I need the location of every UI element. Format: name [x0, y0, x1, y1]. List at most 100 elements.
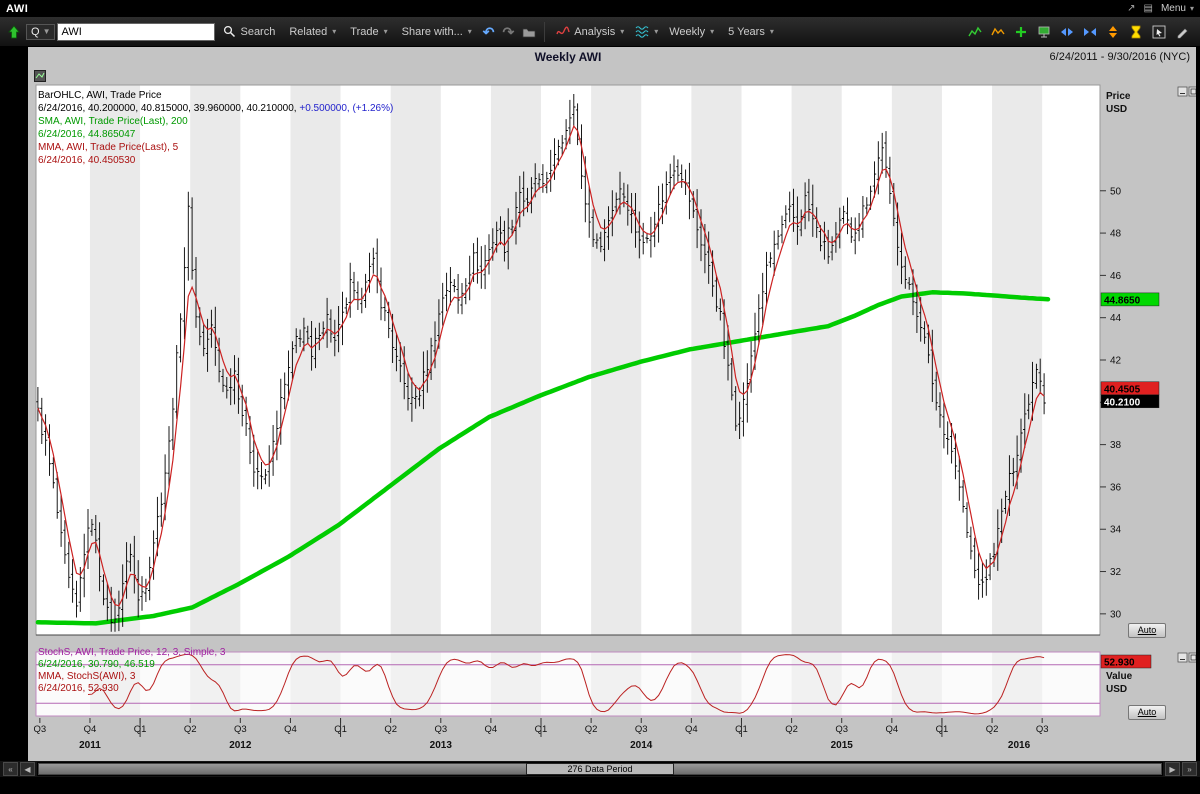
- expand-horizontal-button[interactable]: [1057, 23, 1077, 41]
- redo-button[interactable]: ↷: [500, 24, 518, 40]
- svg-text:2016: 2016: [1008, 740, 1031, 751]
- svg-text:36: 36: [1110, 482, 1122, 493]
- titlebar: AWI ↗ ▤ Menu ▾: [0, 0, 1200, 17]
- period-label: Weekly: [669, 25, 706, 38]
- window-title: AWI: [6, 2, 29, 15]
- cursor-mode-button[interactable]: [1149, 23, 1169, 41]
- svg-text:Q4: Q4: [485, 724, 498, 735]
- hourglass-button[interactable]: [1126, 23, 1146, 41]
- hourglass-icon: [1131, 25, 1141, 38]
- compress-horizontal-icon: [1084, 27, 1096, 36]
- symbol-input[interactable]: [57, 22, 216, 41]
- pattern-chart-button[interactable]: [988, 23, 1008, 41]
- waves-dropdown[interactable]: ▾: [632, 23, 661, 41]
- legend-line-mma-value: 6/24/2016, 40.450530: [38, 155, 136, 166]
- search-button[interactable]: Search: [217, 23, 281, 40]
- menu-label: Menu: [1160, 3, 1186, 14]
- axis-captions: Price USD Value USD: [1106, 91, 1133, 695]
- scroll-left-button[interactable]: ◀: [20, 762, 35, 776]
- chart-date-range: 6/24/2011 - 9/30/2016 (NYC): [1049, 51, 1190, 63]
- svg-text:48: 48: [1110, 229, 1122, 240]
- scroll-right-button[interactable]: ▶: [1165, 762, 1180, 776]
- price-badges: 44.8650 40.4505 40.2100 52.930: [1100, 292, 1160, 669]
- period-dropdown[interactable]: Weekly ▾: [663, 24, 720, 40]
- svg-text:34: 34: [1110, 525, 1122, 536]
- legend-line-mma: MMA, AWI, Trade Price(Last), 5: [38, 142, 179, 153]
- svg-text:40.2100: 40.2100: [1104, 397, 1141, 408]
- compress-horizontal-button[interactable]: [1080, 23, 1100, 41]
- folder-button[interactable]: [519, 23, 539, 41]
- window-grid-icon[interactable]: ▤: [1143, 3, 1153, 14]
- svg-text:Price: Price: [1106, 91, 1131, 102]
- undo-button[interactable]: ↶: [480, 24, 498, 40]
- chevron-down-icon: ▾: [710, 27, 715, 36]
- analysis-label: Analysis: [574, 25, 616, 38]
- svg-text:Q2: Q2: [986, 724, 999, 735]
- popout-icon[interactable]: ↗: [1127, 3, 1136, 14]
- svg-text:Q3: Q3: [434, 724, 447, 735]
- svg-text:30: 30: [1110, 609, 1122, 620]
- redo-icon: ↷: [502, 23, 515, 40]
- expand-horizontal-icon: [1061, 27, 1073, 36]
- value-axis-auto-button[interactable]: Auto: [1128, 705, 1166, 720]
- add-chart-button[interactable]: [1011, 23, 1031, 41]
- range-dropdown[interactable]: 5 Years ▾: [722, 24, 780, 40]
- search-icon: [224, 25, 236, 38]
- chevron-down-icon: ▾: [467, 27, 472, 36]
- x-axis: Q3 Q4 Q1 Q2 Q3 Q4 Q1 Q2 Q3 Q4 Q1 Q2 Q3 Q4 Q1 Q2 Q3 Q4 Q1 Q2…: [34, 718, 1049, 751]
- analysis-dropdown[interactable]: Analysis ▾: [550, 23, 630, 40]
- toolbar: Q ▼ Search Related ▾ Trade ▾ Share with...…: [0, 17, 1200, 47]
- expand-vertical-button[interactable]: [1103, 23, 1123, 41]
- related-label: Related: [289, 25, 328, 38]
- svg-text:38: 38: [1110, 440, 1122, 451]
- line-chart-icon: [968, 26, 982, 36]
- svg-text:Q4: Q4: [284, 724, 297, 735]
- security-type-combo[interactable]: Q ▼: [26, 23, 56, 40]
- panel-handle-icon[interactable]: [34, 69, 46, 82]
- scroll-far-left-button[interactable]: «: [3, 762, 18, 776]
- svg-text:2015: 2015: [831, 740, 854, 751]
- main-chart-legend: BarOHLC, AWI, Trade Price 6/24/2016, 40.…: [38, 89, 393, 167]
- bottom-scrollbar: « ◀ 276 Data Period ▶ »: [0, 761, 1200, 777]
- line-chart-button[interactable]: [965, 23, 985, 41]
- toolbar-icon-cluster: [965, 23, 1196, 41]
- svg-text:44.8650: 44.8650: [1104, 295, 1141, 306]
- svg-text:Q2: Q2: [384, 724, 397, 735]
- range-label: 5 Years: [728, 25, 765, 38]
- data-period-label: 276 Data Period: [526, 763, 674, 775]
- chevron-down-icon: ▼: [42, 27, 51, 36]
- svg-text:Q3: Q3: [635, 724, 648, 735]
- price-axis-auto-button[interactable]: Auto: [1128, 623, 1166, 638]
- trade-dropdown[interactable]: Trade ▾: [344, 24, 393, 40]
- stoch-band-lines: [36, 664, 1100, 704]
- waves-icon: [635, 25, 649, 38]
- main-panel-window-icons[interactable]: [1177, 86, 1196, 97]
- menu-button[interactable]: Menu ▾: [1161, 3, 1194, 14]
- svg-text:40.4505: 40.4505: [1104, 384, 1141, 395]
- legend-line-ohlc: 6/24/2016, 40.200000, 40.815000, 39.9600…: [38, 102, 393, 115]
- annotate-button[interactable]: [1172, 23, 1192, 41]
- scrollbar-thumb[interactable]: 276 Data Period: [38, 763, 1162, 775]
- svg-text:Q4: Q4: [885, 724, 898, 735]
- chart-title: Weekly AWI: [534, 50, 602, 64]
- chart-canvas: 3032343638404244464850Q3Q4Q1Q2Q3Q4Q1Q2Q3…: [34, 84, 1196, 751]
- related-dropdown[interactable]: Related ▾: [283, 24, 342, 40]
- scroll-far-right-button[interactable]: »: [1182, 762, 1197, 776]
- scrollbar-track[interactable]: 276 Data Period: [37, 762, 1163, 776]
- stoch-legend: StochS, AWI, Trade Price, 12, 3, Simple,…: [38, 647, 226, 695]
- share-dropdown[interactable]: Share with... ▾: [396, 24, 478, 40]
- svg-text:2011: 2011: [79, 740, 101, 751]
- share-label: Share with...: [401, 25, 463, 38]
- svg-text:Q3: Q3: [234, 724, 247, 735]
- svg-text:46: 46: [1110, 271, 1122, 282]
- legend-ohlc-values: 6/24/2016, 40.200000, 40.815000, 39.9600…: [38, 103, 297, 114]
- legend-line-series: BarOHLC, AWI, Trade Price: [38, 90, 162, 101]
- toolbar-separator: [544, 21, 546, 42]
- svg-text:Q2: Q2: [785, 724, 798, 735]
- stoch-legend-mma-value: 6/24/2016, 52.930: [38, 683, 119, 694]
- stoch-panel-window-icons[interactable]: [1177, 652, 1196, 663]
- monitor-button[interactable]: [1034, 23, 1054, 41]
- folder-icon: [522, 28, 536, 37]
- up-arrow-button[interactable]: [4, 23, 24, 41]
- chevron-down-icon: ▾: [332, 27, 337, 36]
